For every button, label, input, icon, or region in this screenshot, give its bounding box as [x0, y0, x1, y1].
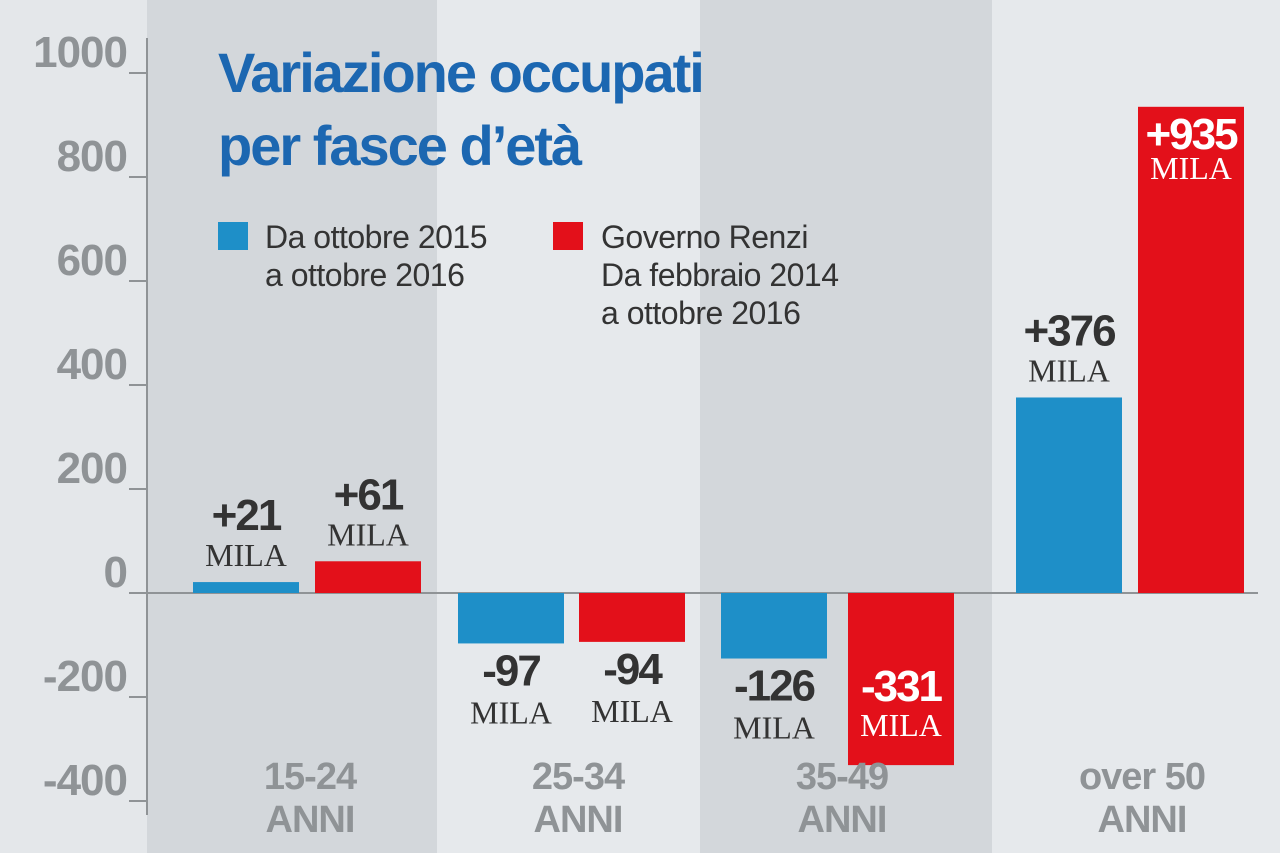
y-tick-label: 600 [57, 236, 127, 285]
bar-unit-label: MILA [1150, 150, 1232, 186]
chart-title: Variazione occupati per fasce d’età [218, 41, 705, 177]
bar-value-label: +61 [334, 470, 404, 519]
y-tick-label: -200 [43, 652, 127, 701]
y-tick-label: 800 [57, 132, 127, 181]
bar [1138, 106, 1244, 594]
bar [848, 593, 954, 766]
bar-unit-label: MILA [470, 694, 552, 730]
column-band [437, 0, 700, 853]
category-label: 15-24 [264, 756, 357, 798]
legend-text: a ottobre 2016 [265, 257, 464, 293]
bar-unit-label: MILA [327, 516, 409, 552]
y-tick-label: 1000 [33, 28, 127, 77]
category-label: ANNI [266, 799, 355, 841]
legend-text: Governo Renzi [601, 219, 808, 255]
bar-value-label: -97 [482, 646, 540, 695]
bars [193, 106, 1244, 766]
legend-swatch [218, 222, 248, 250]
value-labels: +21MILA-97MILA-126MILA+376MILA+61MILA-94… [205, 110, 1240, 746]
y-tick-label: -400 [43, 756, 127, 805]
bar-unit-label: MILA [205, 537, 287, 573]
y-tick-label: 400 [57, 340, 127, 389]
bar-value-label: +21 [212, 491, 282, 540]
bar-unit-label: MILA [591, 693, 673, 729]
bar [193, 582, 299, 593]
bar-value-label: -331 [861, 662, 943, 711]
category-label: 25-34 [532, 756, 625, 798]
legend-text: Da ottobre 2015 [265, 219, 487, 255]
legend-text: a ottobre 2016 [601, 295, 800, 331]
y-tick-label: 0 [104, 548, 127, 597]
bar-value-label: -126 [734, 662, 815, 711]
legend-swatch [553, 222, 583, 250]
bar-unit-label: MILA [1028, 352, 1110, 388]
bar-value-label: +376 [1023, 306, 1115, 355]
bar [458, 593, 564, 644]
column-band [147, 0, 437, 853]
bar-unit-label: MILA [860, 707, 942, 743]
y-axis: 1000 800 600 400 200 0 -200 -400 [33, 28, 1258, 815]
category-label: ANNI [1098, 799, 1187, 841]
chart-title-line: per fasce d’età [218, 114, 583, 177]
category-label: over 50 [1079, 756, 1205, 798]
bar [721, 593, 827, 659]
category-label: 35-49 [796, 756, 888, 798]
y-tick-label: 200 [57, 444, 127, 493]
bar [315, 561, 421, 593]
bar-value-label: -94 [603, 645, 663, 694]
bar-unit-label: MILA [733, 710, 815, 746]
chart-title-line: Variazione occupati [218, 41, 703, 104]
legend-text: Da febbraio 2014 [601, 257, 839, 293]
bar-value-label: +935 [1145, 110, 1238, 159]
category-label: ANNI [798, 799, 887, 841]
category-label: ANNI [534, 799, 623, 841]
bar [579, 593, 685, 642]
bar [1016, 397, 1122, 593]
